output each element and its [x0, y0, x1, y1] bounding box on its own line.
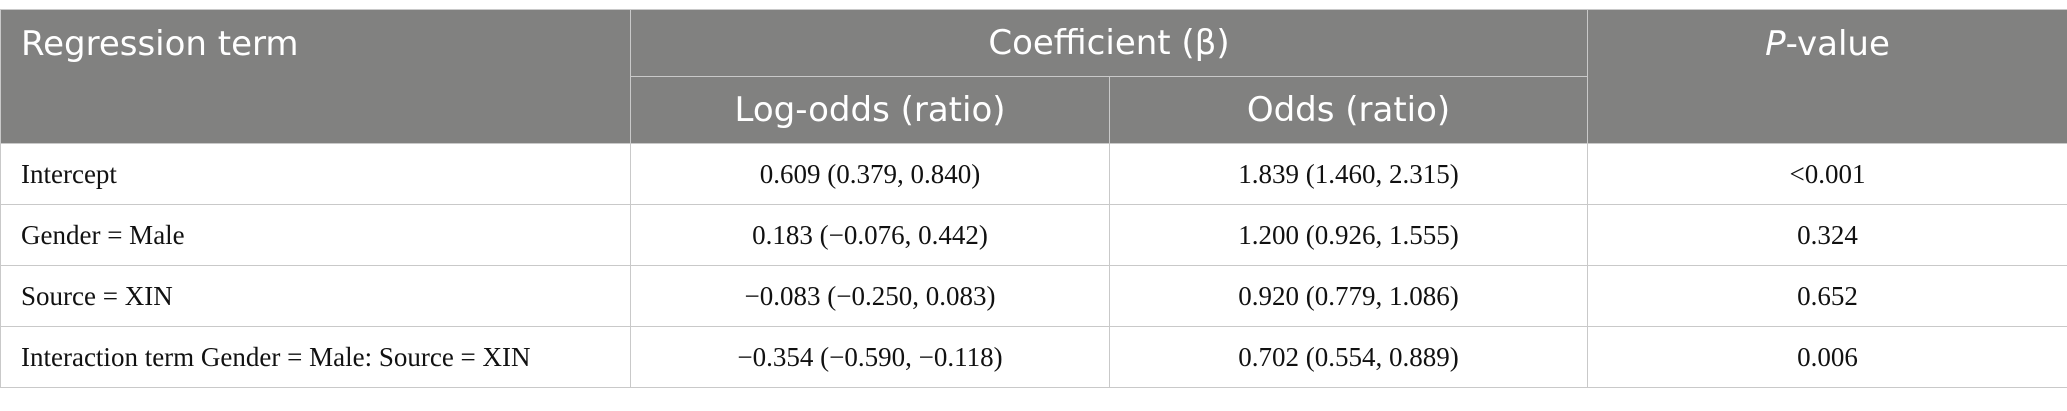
header-p-value: P-value [1587, 9, 2067, 144]
cell-p-value: 0.652 [1587, 265, 2067, 327]
cell-term: Intercept [0, 143, 631, 205]
header-coefficient: Coefficient (β) [630, 9, 1588, 77]
table-body: Intercept 0.609 (0.379, 0.840) 1.839 (1.… [0, 143, 2067, 388]
header-p-value-rest: -value [1785, 24, 1890, 64]
cell-term: Source = XIN [0, 265, 631, 327]
cell-term: Interaction term Gender = Male: Source =… [0, 326, 631, 388]
cell-log-odds: 0.609 (0.379, 0.840) [630, 143, 1110, 205]
cell-p-value: 0.006 [1587, 326, 2067, 388]
table-header: Regression term Coefficient (β) P-value … [0, 9, 2067, 144]
cell-odds: 0.702 (0.554, 0.889) [1109, 326, 1588, 388]
cell-log-odds: 0.183 (−0.076, 0.442) [630, 204, 1110, 266]
table-row: Source = XIN −0.083 (−0.250, 0.083) 0.92… [0, 265, 2067, 327]
header-p-value-italic: P [1765, 24, 1786, 64]
header-row-top: Regression term Coefficient (β) P-value [0, 9, 2067, 144]
cell-odds: 0.920 (0.779, 1.086) [1109, 265, 1588, 327]
cell-p-value: <0.001 [1587, 143, 2067, 205]
cell-p-value: 0.324 [1587, 204, 2067, 266]
table-row: Interaction term Gender = Male: Source =… [0, 326, 2067, 388]
header-log-odds: Log-odds (ratio) [630, 76, 1110, 144]
table-row: Intercept 0.609 (0.379, 0.840) 1.839 (1.… [0, 143, 2067, 205]
cell-odds: 1.200 (0.926, 1.555) [1109, 204, 1588, 266]
regression-table: Regression term Coefficient (β) P-value … [0, 9, 2067, 388]
table-row: Gender = Male 0.183 (−0.076, 0.442) 1.20… [0, 204, 2067, 266]
header-odds: Odds (ratio) [1109, 76, 1588, 144]
cell-term: Gender = Male [0, 204, 631, 266]
cell-odds: 1.839 (1.460, 2.315) [1109, 143, 1588, 205]
cell-log-odds: −0.354 (−0.590, −0.118) [630, 326, 1110, 388]
cell-log-odds: −0.083 (−0.250, 0.083) [630, 265, 1110, 327]
regression-table-container: Regression term Coefficient (β) P-value … [0, 9, 2067, 388]
header-regression-term: Regression term [0, 9, 631, 144]
header-row-sub: Log-odds (ratio) Odds (ratio) [1, 76, 2067, 144]
